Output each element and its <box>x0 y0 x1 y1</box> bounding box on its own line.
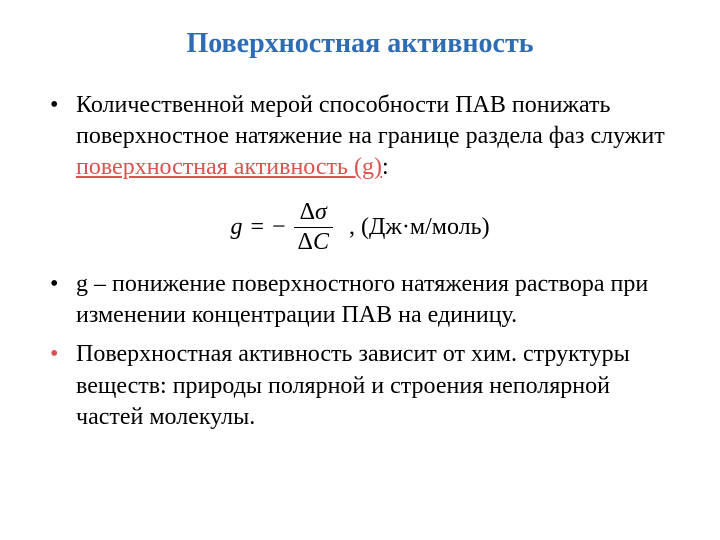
delta-symbol: Δ <box>298 229 313 255</box>
text-run: g – понижение поверхностного натяжения р… <box>76 271 648 328</box>
formula-units: , (Дж·м/моль) <box>349 214 490 241</box>
sigma-symbol: σ <box>315 199 327 225</box>
formula-fraction: Δσ ΔC <box>294 200 333 255</box>
delta-symbol: Δ <box>300 199 315 225</box>
fraction-numerator: Δσ <box>296 200 331 225</box>
text-run: : <box>382 154 389 180</box>
formula-eq: = <box>250 214 264 241</box>
formula-lhs: g <box>230 214 242 241</box>
bullet-marker: • <box>50 269 58 300</box>
formula-sign: − <box>272 214 286 241</box>
list-item: • g – понижение поверхностного натяжения… <box>40 269 680 331</box>
list-item: • Количественной мерой способности ПАВ п… <box>40 90 680 184</box>
fraction-denominator: ΔC <box>294 230 333 255</box>
text-run: поверхностная активность (g) <box>76 154 382 180</box>
fraction-bar <box>294 227 333 228</box>
page-title: Поверхностная активность <box>40 28 680 60</box>
bullet-list: • Количественной мерой способности ПАВ п… <box>40 90 680 433</box>
formula-row: g = − Δσ ΔC , (Дж·м/моль) <box>40 200 680 255</box>
text-run: Количественной мерой способности ПАВ пон… <box>76 92 665 149</box>
c-symbol: C <box>313 229 329 255</box>
bullet-marker: • <box>50 339 58 370</box>
formula: g = − Δσ ΔC <box>230 200 333 255</box>
text-run: Поверхностная активность зависит от хим.… <box>76 341 630 429</box>
list-item: • Поверхностная активность зависит от хи… <box>40 339 680 433</box>
bullet-marker: • <box>50 90 58 121</box>
